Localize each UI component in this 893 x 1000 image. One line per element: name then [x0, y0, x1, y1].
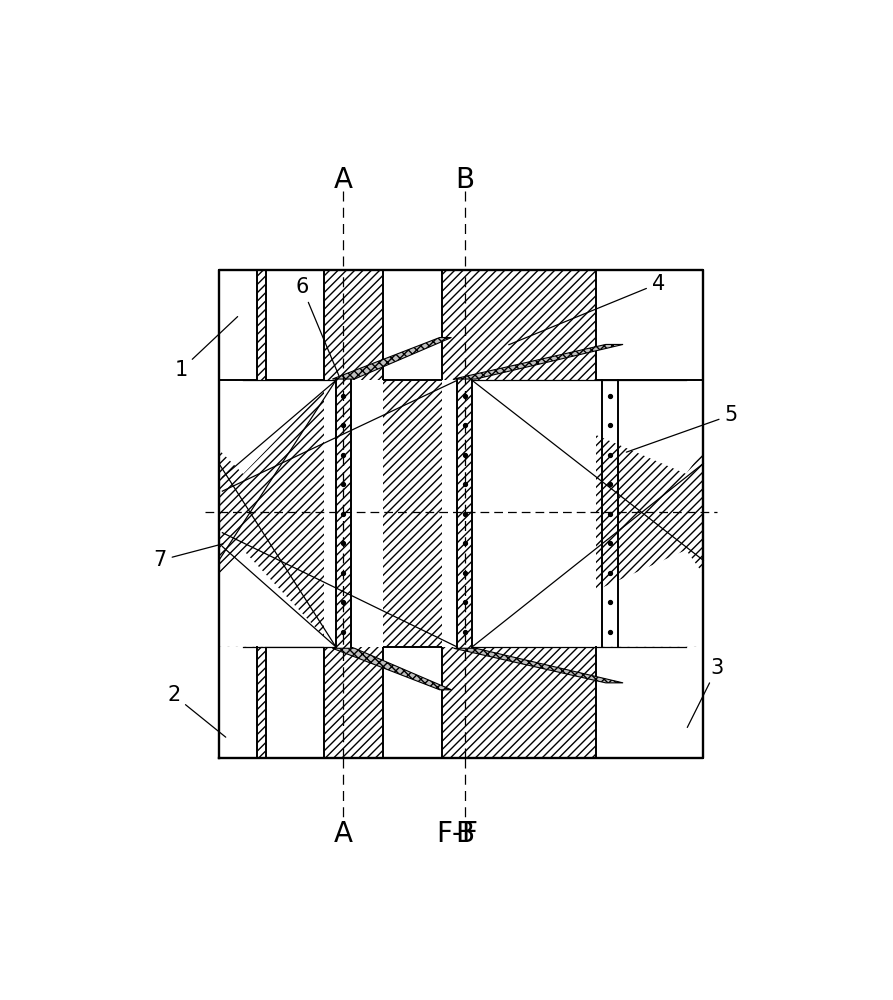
Bar [383, 647, 442, 758]
Text: 7: 7 [154, 544, 223, 570]
Polygon shape [472, 380, 597, 647]
Text: B: B [455, 820, 474, 848]
Text: F-F: F-F [437, 820, 479, 848]
Polygon shape [442, 380, 457, 647]
Text: 6: 6 [296, 277, 339, 376]
Text: 1: 1 [174, 317, 238, 380]
Text: B: B [455, 166, 474, 194]
Bar [219, 647, 257, 758]
Polygon shape [351, 380, 383, 647]
Text: 2: 2 [167, 685, 226, 737]
Polygon shape [454, 344, 623, 379]
Bar [219, 270, 704, 758]
Polygon shape [332, 648, 452, 690]
Bar [265, 647, 324, 758]
Text: 5: 5 [626, 405, 738, 452]
Text: 3: 3 [688, 658, 724, 727]
Polygon shape [324, 380, 336, 647]
Polygon shape [219, 380, 330, 474]
Polygon shape [478, 550, 704, 647]
Polygon shape [454, 648, 623, 683]
Polygon shape [332, 338, 452, 379]
Polygon shape [478, 380, 704, 474]
Bar [219, 270, 257, 380]
Text: A: A [334, 166, 353, 194]
Bar [265, 270, 324, 380]
Bar [597, 270, 704, 380]
Bar [597, 647, 704, 758]
Text: 4: 4 [509, 274, 665, 345]
Bar [383, 270, 442, 380]
Text: A: A [334, 820, 353, 848]
Polygon shape [219, 550, 330, 647]
